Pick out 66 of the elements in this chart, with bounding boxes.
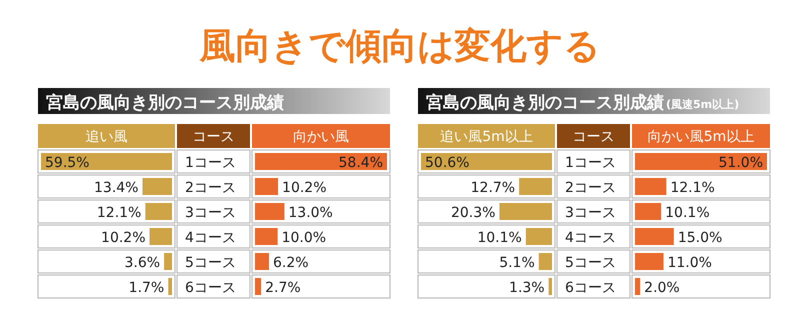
bar xyxy=(635,203,662,220)
data-label: 10.1% xyxy=(477,230,522,246)
data-label: 2.0% xyxy=(644,280,680,296)
series-label: 向かい風 xyxy=(293,129,349,145)
y-axis-title: コース xyxy=(572,129,614,145)
data-label: 11.0% xyxy=(667,255,712,271)
bar xyxy=(255,228,278,245)
data-label: 59.5% xyxy=(45,155,90,171)
bar xyxy=(635,228,674,245)
bar xyxy=(548,278,552,295)
data-label: 58.4% xyxy=(338,155,383,171)
y-tick-label: 4コース xyxy=(565,230,616,246)
bar xyxy=(150,228,172,245)
text: 風向きで傾向は変化する xyxy=(198,26,600,67)
data-label: 12.7% xyxy=(470,180,516,196)
data-label: 12.1% xyxy=(96,205,142,221)
y-tick-label: 1コース xyxy=(185,155,236,171)
bar xyxy=(635,253,664,270)
y-tick-label: 5コース xyxy=(185,255,236,271)
y-tick-label: 1コース xyxy=(565,155,616,171)
series-label: 向かい風5m以上 xyxy=(648,129,754,145)
bar xyxy=(255,178,278,195)
data-label: 51.0% xyxy=(718,155,763,171)
data-label: 5.1% xyxy=(499,255,535,271)
y-tick-label: 3コース xyxy=(565,205,616,221)
y-axis-title: コース xyxy=(192,129,234,145)
data-label: 15.0% xyxy=(678,230,722,246)
bar xyxy=(526,228,552,245)
series-label: 追い風5m以上 xyxy=(440,129,533,145)
y-tick-label: 6コース xyxy=(185,280,236,296)
data-label: 6.2% xyxy=(273,255,309,271)
bar xyxy=(145,203,172,220)
bar xyxy=(499,203,552,220)
data-label: 10.0% xyxy=(282,230,326,246)
y-tick-label: 2コース xyxy=(185,180,236,196)
bar xyxy=(168,278,172,295)
series-label: 追い風 xyxy=(86,129,128,145)
bar xyxy=(519,178,552,195)
y-tick-label: 2コース xyxy=(565,180,616,196)
data-label: 1.3% xyxy=(509,280,545,296)
data-label: 13.4% xyxy=(94,180,138,196)
data-label: 50.6% xyxy=(425,155,470,171)
bar xyxy=(255,253,270,270)
bar xyxy=(635,278,640,295)
bar xyxy=(255,278,262,295)
data-label: 2.7% xyxy=(265,280,301,296)
y-tick-label: 6コース xyxy=(565,280,616,296)
bar xyxy=(538,253,552,270)
data-label: 12.1% xyxy=(670,180,715,196)
data-label: 3.6% xyxy=(124,255,160,271)
bar xyxy=(635,178,666,195)
text: (風速5m以上) xyxy=(666,98,740,111)
data-label: 10.2% xyxy=(101,230,146,246)
bar xyxy=(142,178,172,195)
bar xyxy=(255,203,284,220)
bar xyxy=(164,253,172,270)
data-label: 1.7% xyxy=(128,280,164,296)
y-tick-label: 4コース xyxy=(185,230,236,246)
text: 宮島の風向き別のコース別成績 xyxy=(426,93,664,113)
text: 宮島の風向き別のコース別成績 xyxy=(46,93,284,113)
data-label: 10.1% xyxy=(665,205,710,221)
y-tick-label: 3コース xyxy=(185,205,236,221)
data-label: 13.0% xyxy=(288,205,333,221)
data-label: 20.3% xyxy=(450,205,496,221)
y-tick-label: 5コース xyxy=(565,255,616,271)
data-label: 10.2% xyxy=(282,180,327,196)
